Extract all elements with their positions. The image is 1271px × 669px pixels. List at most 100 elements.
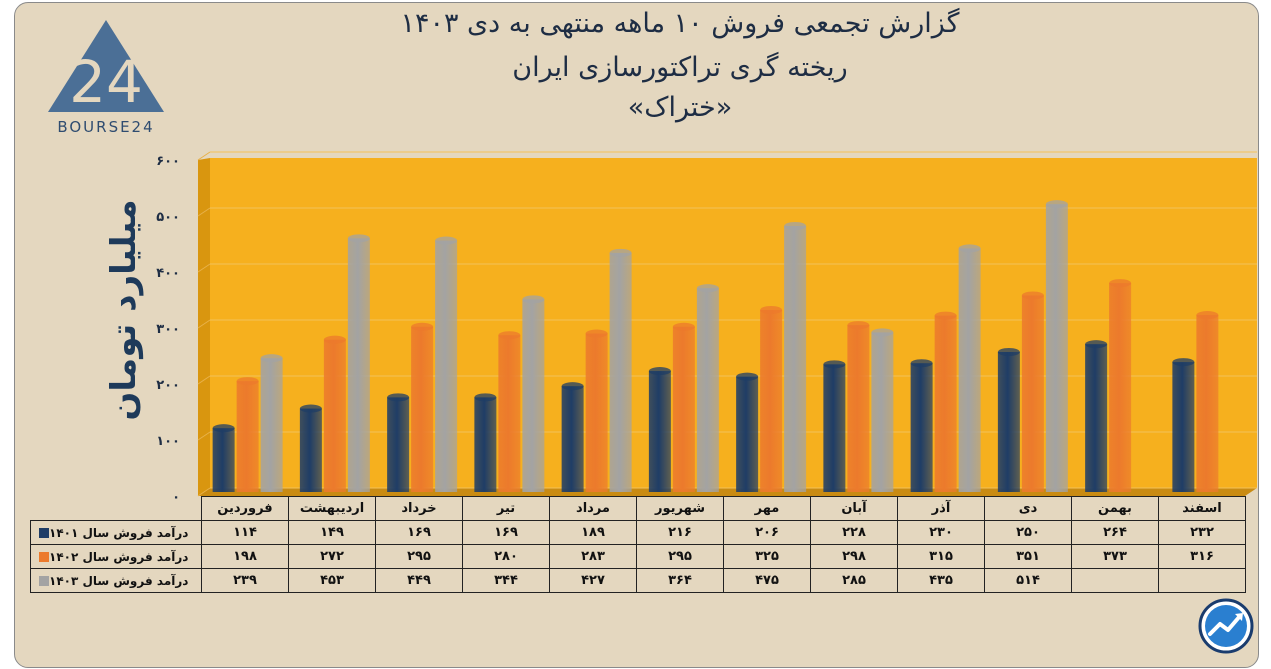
table-cell: ۲۳۲ <box>1158 520 1246 545</box>
table-header-cell: آذر <box>897 496 985 521</box>
table-header-cell: مرداد <box>549 496 637 521</box>
series-legend-1403: درآمد فروش سال ۱۴۰۳ <box>30 568 202 593</box>
table-cell <box>1158 568 1246 593</box>
bar-top <box>736 372 759 381</box>
table-header-cell: تیر <box>462 496 550 521</box>
table-cell: ۲۵۰ <box>984 520 1072 545</box>
gridline-diagonal <box>197 375 211 385</box>
bar-top <box>1085 340 1108 349</box>
table-header-row: اسفند بهمن دی آذر آبان مهر شهریور مرداد … <box>31 496 1246 521</box>
bar-top <box>910 359 933 368</box>
bar-body <box>997 352 1020 492</box>
bar-top <box>212 424 235 433</box>
y-tick-label: ۳۰۰ <box>156 322 180 337</box>
bar-top <box>958 244 981 253</box>
bar-body <box>696 288 719 492</box>
bar <box>997 348 1020 492</box>
table-header-cell: مهر <box>723 496 811 521</box>
bar-top <box>934 311 957 320</box>
gridline-diagonal <box>197 487 211 497</box>
logo-mark-text: 24 <box>69 48 143 116</box>
report-title: گزارش تجمعی فروش ۱۰ ماهه منتهی به دی ۱۴۰… <box>400 8 960 39</box>
ticker-symbol: «ختراک» <box>627 92 733 123</box>
bar-body <box>609 252 632 492</box>
bar <box>561 382 584 492</box>
bar-body <box>823 364 846 492</box>
y-tick-label: ۵۰۰ <box>156 210 180 225</box>
bar <box>387 393 410 492</box>
bar-body <box>561 386 584 492</box>
bar-top <box>411 322 434 331</box>
bar-body <box>847 325 870 492</box>
bar-body <box>299 408 322 492</box>
bar <box>736 372 759 492</box>
table-cell: ۳۵۱ <box>984 544 1072 569</box>
bar <box>696 284 719 492</box>
y-tick-label: ۴۰۰ <box>156 266 180 281</box>
bar-body <box>934 315 957 492</box>
series-legend-1401: درآمد فروش سال ۱۴۰۱ <box>30 520 202 545</box>
bar <box>1109 279 1132 492</box>
bar-top <box>871 328 894 337</box>
logo-brand-text: BOURSE24 <box>57 118 155 136</box>
bar-top <box>997 348 1020 356</box>
bar-body <box>260 358 283 492</box>
table-row-1402: ۳۱۶ ۳۷۳ ۳۵۱ ۳۱۵ ۲۹۸ ۳۲۵ ۲۹۵ ۲۸۳ ۲۸۰ ۲۹۵ … <box>30 544 1246 569</box>
table-row-1403: ۵۱۴ ۴۳۵ ۲۸۵ ۴۷۵ ۳۶۴ ۴۲۷ ۳۴۴ ۴۴۹ ۴۵۳ ۲۳۹ … <box>30 568 1246 593</box>
bourse24-logo: 24 <box>48 20 164 116</box>
bar-body <box>760 310 783 492</box>
bar-body <box>910 363 933 492</box>
table-header-cell: بهمن <box>1071 496 1159 521</box>
gridline-diagonal <box>197 319 211 329</box>
table-cell: ۴۷۵ <box>723 568 811 593</box>
plot-area <box>210 158 1257 488</box>
bar-top <box>823 360 846 369</box>
bar <box>760 306 783 492</box>
bar-top <box>474 393 497 402</box>
table-cell: ۲۹۵ <box>375 544 463 569</box>
bar-top <box>1109 279 1132 288</box>
trend-chart-icon <box>1198 598 1254 654</box>
table-cell: ۲۸۰ <box>462 544 550 569</box>
bar <box>958 244 981 492</box>
bar-body <box>1196 315 1219 492</box>
table-cell: ۳۱۵ <box>897 544 985 569</box>
table-header-cell: فروردین <box>201 496 289 521</box>
bar-top <box>323 335 346 344</box>
table-cell: ۴۳۵ <box>897 568 985 593</box>
bar-top <box>784 222 807 230</box>
table-header-cell: شهریور <box>636 496 724 521</box>
legend-swatch-orange <box>39 552 49 562</box>
table-cell: ۱۹۸ <box>201 544 289 569</box>
table-cell: ۲۶۴ <box>1071 520 1159 545</box>
bar-body <box>411 326 434 492</box>
bar <box>347 234 370 492</box>
bar-body <box>1172 362 1195 492</box>
bar-body <box>522 299 545 492</box>
bar <box>585 329 608 492</box>
bar <box>1021 291 1044 492</box>
bar-body <box>784 226 807 492</box>
bar-body <box>236 381 259 492</box>
bar-body <box>1045 204 1068 492</box>
table-cell: ۲۱۶ <box>636 520 724 545</box>
table-cell: ۲۲۸ <box>810 520 898 545</box>
gridline-diagonal <box>197 263 211 273</box>
table-cell: ۱۶۹ <box>375 520 463 545</box>
table-cell: ۲۹۵ <box>636 544 724 569</box>
bar-body <box>474 397 497 492</box>
bar <box>498 331 521 492</box>
table-row-1401: ۲۳۲ ۲۶۴ ۲۵۰ ۲۳۰ ۲۲۸ ۲۰۶ ۲۱۶ ۱۸۹ ۱۶۹ ۱۶۹ … <box>30 520 1246 545</box>
bar-top <box>696 284 719 293</box>
series-label: درآمد فروش سال ۱۴۰۱ <box>49 525 189 540</box>
table-cell: ۳۱۶ <box>1158 544 1246 569</box>
bar <box>823 360 846 492</box>
gridline-diagonal <box>197 431 211 441</box>
bar-body <box>387 397 410 492</box>
bar-body <box>1109 283 1132 492</box>
y-tick-label: ۰ <box>172 490 180 505</box>
bar <box>672 322 695 492</box>
legend-swatch-navy <box>39 528 49 538</box>
legend-swatch-gray <box>39 576 49 586</box>
bar-body <box>1085 344 1108 492</box>
